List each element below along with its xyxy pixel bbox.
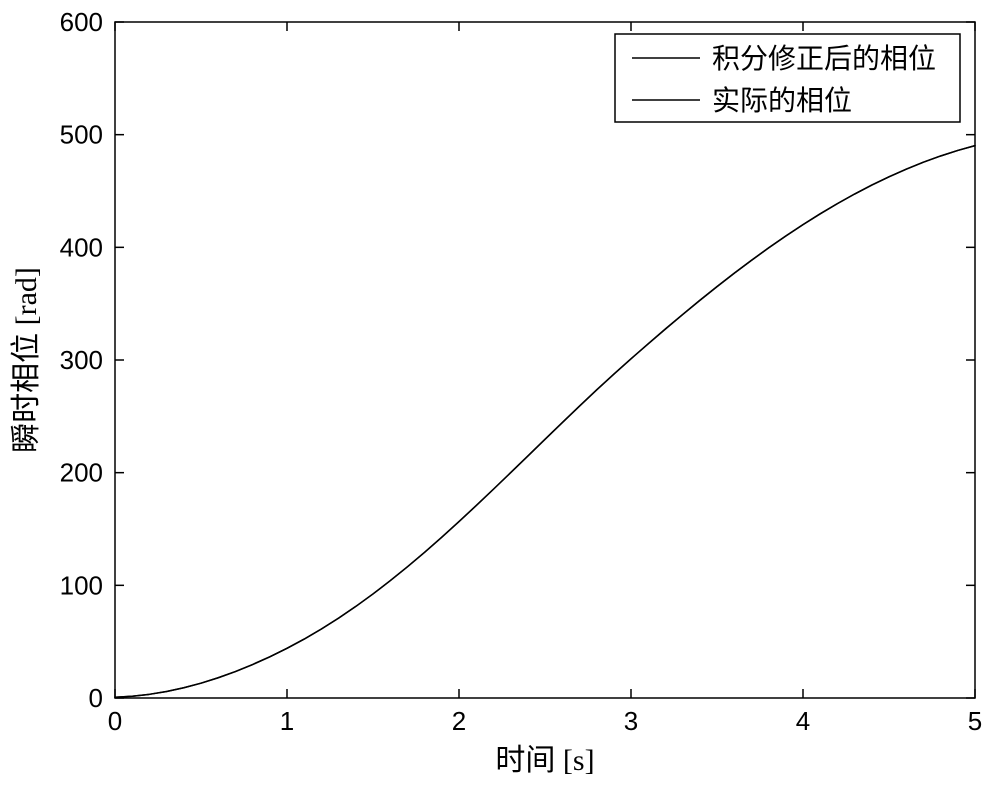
x-tick-label: 3 xyxy=(624,706,638,736)
x-tick-label: 1 xyxy=(280,706,294,736)
x-tick-label: 5 xyxy=(968,706,982,736)
x-tick-label: 4 xyxy=(796,706,810,736)
y-tick-label: 600 xyxy=(60,7,103,37)
x-axis-label: 时间 [s] xyxy=(495,744,594,777)
chart-container: 0 1 2 3 4 5 0 100 200 300 400 500 600 时间 [s] 瞬时相位 [rad… xyxy=(0,0,1000,793)
y-tick-label: 0 xyxy=(89,683,103,713)
series-corrected_phase xyxy=(115,146,975,698)
plot-box xyxy=(115,22,975,698)
x-tick-label: 2 xyxy=(452,706,466,736)
y-tick-label: 200 xyxy=(60,458,103,488)
legend-label: 实际的相位 xyxy=(712,85,852,117)
legend-label: 积分修正后的相位 xyxy=(712,43,936,75)
y-tick-label: 100 xyxy=(60,570,103,600)
x-tick-label: 0 xyxy=(108,706,122,736)
series-actual_phase xyxy=(115,146,975,698)
line-chart: 0 1 2 3 4 5 0 100 200 300 400 500 600 时间 [s] 瞬时相位 [rad… xyxy=(0,0,1000,793)
y-axis-label: 瞬时相位 [rad] xyxy=(10,267,43,453)
y-tick-label: 500 xyxy=(60,120,103,150)
y-tick-label: 300 xyxy=(60,345,103,375)
y-tick-label: 400 xyxy=(60,232,103,262)
